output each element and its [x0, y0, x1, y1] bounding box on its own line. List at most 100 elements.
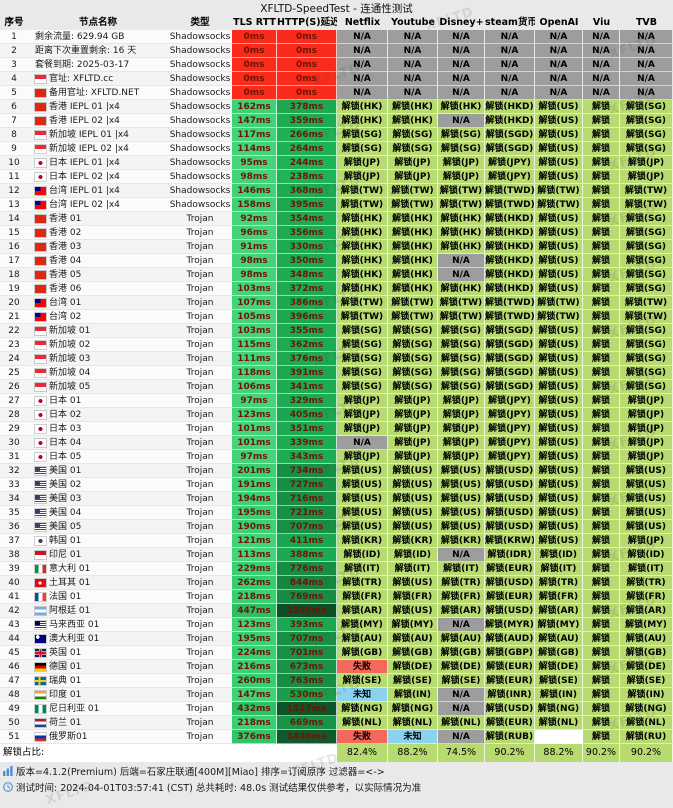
node-name-text: 俄罗斯01 [49, 731, 88, 742]
cell-youtube-status: 解锁(TW) [388, 198, 438, 212]
cell-youtube-status: 解锁(SG) [388, 142, 438, 156]
node-name-text: 香港 IEPL 02 |x4 [49, 115, 120, 126]
cell-node-name: 日本 02 [28, 408, 168, 422]
node-row: 50 荷兰 01 Trojan 218ms 669ms 解锁(NL) 解锁(NL) 解锁(NL… [0, 716, 673, 730]
cell-index: 43 [0, 618, 28, 632]
cell-tls-rtt: 194ms [232, 492, 277, 506]
cell-youtube-status: 解锁(SG) [388, 338, 438, 352]
node-row: 18 香港 05 Trojan 98ms 348ms 解锁(HK) 解锁(HK) N/A 解锁(… [0, 268, 673, 282]
cell-netflix-status: 解锁(KR) [337, 534, 388, 548]
cell-index: 12 [0, 184, 28, 198]
cell-tvb-status: 解锁(SG) [620, 352, 673, 366]
cell-protocol-type: Trojan [168, 436, 232, 450]
cell-steam-status: 解锁(JPY) [485, 156, 535, 170]
cell-node-name: 香港 01 [28, 212, 168, 226]
cell-youtube-status: 解锁(JP) [388, 170, 438, 184]
cell-youtube-status: 解锁(JP) [388, 394, 438, 408]
cell-netflix-status: N/A [337, 86, 388, 100]
cell-index: 36 [0, 520, 28, 534]
cell-steam-status: 解锁(JPY) [485, 394, 535, 408]
cell-netflix-status: 解锁(FR) [337, 590, 388, 604]
column-header-1: 节点名称 [78, 17, 117, 28]
cell-disney-status: 解锁(AU) [438, 632, 485, 646]
cell-index: 42 [0, 604, 28, 618]
cell-disney-status: 解锁(TW) [438, 310, 485, 324]
cell-http-latency: 721ms [277, 506, 337, 520]
cell-http-latency: 386ms [277, 296, 337, 310]
sg-flag-icon [34, 339, 47, 350]
cell-disney-status: 解锁(JP) [438, 170, 485, 184]
cell-http-latency: 351ms [277, 422, 337, 436]
node-row: 44 澳大利亚 01 Trojan 195ms 707ms 解锁(AU) 解锁(AU) 解锁(… [0, 632, 673, 646]
cell-tvb-status: 解锁(NL) [620, 716, 673, 730]
cell-node-name: 日本 01 [28, 394, 168, 408]
cell-openai-status: 解锁(TW) [535, 296, 583, 310]
cell-netflix-status: 解锁(TW) [337, 310, 388, 324]
cell-tls-rtt: 97ms [232, 394, 277, 408]
cell-tvb-status: 解锁(AR) [620, 604, 673, 618]
cell-steam-status: 解锁(INR) [485, 688, 535, 702]
cell-viu-status: 解锁 [583, 114, 620, 128]
cell-tls-rtt: 216ms [232, 660, 277, 674]
cell-netflix-status: 解锁(NL) [337, 716, 388, 730]
cell-youtube-status: 解锁(HK) [388, 240, 438, 254]
cell-openai-status: 解锁(US) [535, 464, 583, 478]
cell-steam-status: 解锁(USD) [485, 478, 535, 492]
cell-viu-status: 解锁 [583, 590, 620, 604]
cell-disney-status: 解锁(AR) [438, 604, 485, 618]
node-name-text: 香港 03 [49, 241, 82, 252]
cell-index: 38 [0, 548, 28, 562]
cell-protocol-type: Trojan [168, 604, 232, 618]
cell-openai-status: 解锁(US) [535, 324, 583, 338]
cell-http-latency: 1440ms [277, 730, 337, 744]
cell-openai-status: N/A [535, 72, 583, 86]
sg-flag-icon [34, 143, 47, 154]
node-row: 27 日本 01 Trojan 97ms 329ms 解锁(JP) 解锁(JP) 解锁(JP)… [0, 394, 673, 408]
id-flag-icon [34, 549, 47, 560]
cell-steam-status: 解锁(SGD) [485, 352, 535, 366]
column-header-9: OpenAI [539, 17, 579, 28]
cell-protocol-type: Shadowsocks [168, 86, 232, 100]
node-row: 13 台湾 IEPL 02 |x4 Shadowsocks 158ms 395ms 解锁(… [0, 198, 673, 212]
node-name-text: 新加坡 05 [49, 381, 91, 392]
cell-node-name: 英国 01 [28, 646, 168, 660]
column-header-10: Viu [592, 17, 611, 28]
node-row: 48 印度 01 Trojan 147ms 530ms 未知 解锁(IN) N/A 解锁(INR… [0, 688, 673, 702]
node-row: 11 日本 IEPL 02 |x4 Shadowsocks 98ms 238ms 解锁(J… [0, 170, 673, 184]
cell-node-name: 新加坡 04 [28, 366, 168, 380]
cell-tls-rtt: 0ms [232, 58, 277, 72]
cell-tls-rtt: 218ms [232, 590, 277, 604]
cell-node-name: 马来西亚 01 [28, 618, 168, 632]
cell-node-name: 套餐到期: 2025-03-17 [28, 58, 168, 72]
cell-protocol-type: Shadowsocks [168, 156, 232, 170]
cell-disney-status: N/A [438, 30, 485, 44]
cell-index: 19 [0, 282, 28, 296]
cell-tvb-status: 解锁(US) [620, 492, 673, 506]
cell-disney-status: 解锁(SE) [438, 674, 485, 688]
cell-disney-status: 解锁(NL) [438, 716, 485, 730]
cell-netflix-status: N/A [337, 72, 388, 86]
node-row: 41 法国 01 Trojan 218ms 769ms 解锁(FR) 解锁(FR) 解锁(FR… [0, 590, 673, 604]
cell-index: 34 [0, 492, 28, 506]
cell-viu-status: 解锁 [583, 394, 620, 408]
cell-node-name: 台湾 01 [28, 296, 168, 310]
cell-index: 3 [0, 58, 28, 72]
cell-tvb-status: 解锁(ID) [620, 548, 673, 562]
node-row: 38 印尼 01 Trojan 113ms 388ms 解锁(ID) 解锁(ID) N/A 解锁… [0, 548, 673, 562]
cell-openai-status: N/A [535, 58, 583, 72]
cell-disney-status: 解锁(GB) [438, 646, 485, 660]
cell-http-latency: 396ms [277, 310, 337, 324]
cell-steam-status: N/A [485, 72, 535, 86]
cell-viu-status: 解锁 [583, 240, 620, 254]
cell-steam-status: 解锁(HKD) [485, 114, 535, 128]
cell-protocol-type: Shadowsocks [168, 170, 232, 184]
cell-youtube-status: 解锁(HK) [388, 100, 438, 114]
cell-steam-status: 解锁(JPY) [485, 408, 535, 422]
cell-netflix-status: 解锁(ID) [337, 548, 388, 562]
cell-steam-status: N/A [485, 58, 535, 72]
ratio-spacer [277, 744, 337, 762]
cell-openai-status: 解锁(US) [535, 492, 583, 506]
node-row: 20 台湾 01 Trojan 107ms 386ms 解锁(TW) 解锁(TW) 解锁(TW… [0, 296, 673, 310]
sg-flag-icon [34, 325, 47, 336]
cell-protocol-type: Shadowsocks [168, 128, 232, 142]
